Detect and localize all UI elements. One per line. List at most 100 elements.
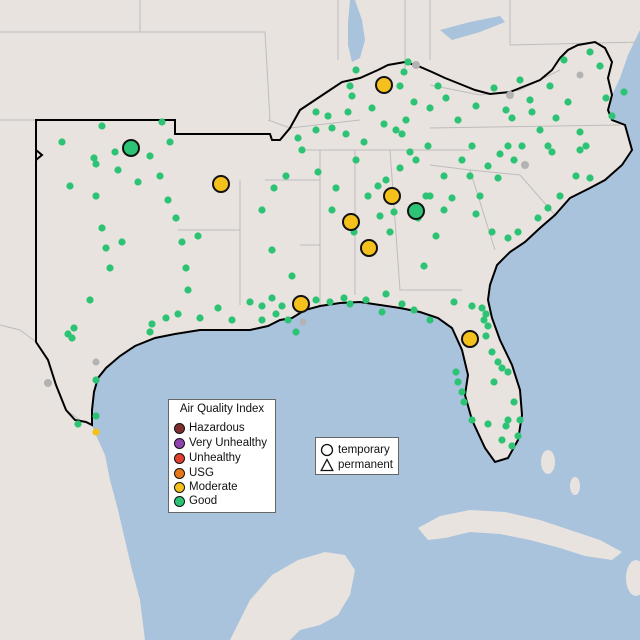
good-monitor-dot[interactable]: [476, 192, 484, 200]
good-monitor-dot[interactable]: [406, 148, 414, 156]
good-monitor-dot[interactable]: [426, 104, 434, 112]
large-monitor-markers[interactable]: [122, 76, 479, 348]
good-monitor-dot[interactable]: [552, 114, 560, 122]
good-monitor-dot[interactable]: [484, 162, 492, 170]
good-monitor-dot[interactable]: [494, 358, 502, 366]
good-monitor-dot[interactable]: [172, 214, 180, 222]
good-monitor-dot[interactable]: [434, 82, 442, 90]
good-monitor-dot[interactable]: [488, 228, 496, 236]
good-monitor-dot[interactable]: [398, 300, 406, 308]
good-monitor-dot[interactable]: [400, 68, 408, 76]
good-monitor-dot[interactable]: [134, 178, 142, 186]
good-monitor-dot[interactable]: [92, 160, 100, 168]
good-monitor-dot[interactable]: [146, 152, 154, 160]
good-monitor-dot[interactable]: [178, 238, 186, 246]
good-monitor-dot[interactable]: [480, 316, 488, 324]
good-monitor-dot[interactable]: [412, 156, 420, 164]
good-monitor-dot[interactable]: [564, 98, 572, 106]
good-monitor-dot[interactable]: [74, 420, 82, 428]
good-monitor-dot[interactable]: [398, 130, 406, 138]
good-monitor-dot[interactable]: [346, 300, 354, 308]
good-monitor-dot[interactable]: [502, 106, 510, 114]
good-monitor-dot[interactable]: [498, 436, 506, 444]
good-monitor-dot[interactable]: [468, 142, 476, 150]
good-monitor-dot[interactable]: [484, 420, 492, 428]
good-monitor-dot[interactable]: [490, 84, 498, 92]
good-monitor-dot[interactable]: [466, 172, 474, 180]
good-monitor-dot[interactable]: [504, 416, 512, 424]
good-monitor-dot[interactable]: [460, 398, 468, 406]
good-monitor-dot[interactable]: [312, 108, 320, 116]
good-monitor-dot[interactable]: [544, 142, 552, 150]
good-monitor-dot[interactable]: [508, 114, 516, 122]
good-monitor-dot[interactable]: [258, 316, 266, 324]
good-monitor-dot[interactable]: [288, 272, 296, 280]
good-monitor-dot[interactable]: [602, 94, 610, 102]
temporary-good-monitor-marker[interactable]: [407, 202, 425, 220]
good-monitor-dot[interactable]: [442, 94, 450, 102]
good-monitor-dot[interactable]: [576, 146, 584, 154]
good-monitor-dot[interactable]: [620, 88, 628, 96]
good-monitor-dot[interactable]: [576, 128, 584, 136]
good-monitor-dot[interactable]: [410, 98, 418, 106]
good-monitor-dot[interactable]: [504, 142, 512, 150]
good-monitor-dot[interactable]: [376, 212, 384, 220]
good-monitor-dot[interactable]: [184, 286, 192, 294]
good-monitor-dot[interactable]: [58, 138, 66, 146]
temporary-moderate-monitor-marker[interactable]: [375, 76, 393, 94]
good-monitor-dot[interactable]: [382, 290, 390, 298]
good-monitor-dot[interactable]: [514, 432, 522, 440]
good-monitor-dot[interactable]: [536, 126, 544, 134]
good-monitor-dot[interactable]: [312, 296, 320, 304]
small-monitor-dots[interactable]: [58, 48, 628, 450]
good-monitor-dot[interactable]: [528, 108, 536, 116]
good-monitor-dot[interactable]: [102, 244, 110, 252]
good-monitor-dot[interactable]: [508, 442, 516, 450]
good-monitor-dot[interactable]: [326, 298, 334, 306]
good-monitor-dot[interactable]: [292, 328, 300, 336]
good-monitor-dot[interactable]: [368, 104, 376, 112]
good-monitor-dot[interactable]: [70, 324, 78, 332]
good-monitor-dot[interactable]: [362, 296, 370, 304]
good-monitor-dot[interactable]: [228, 316, 236, 324]
good-monitor-dot[interactable]: [166, 138, 174, 146]
good-monitor-dot[interactable]: [164, 196, 172, 204]
good-monitor-dot[interactable]: [332, 184, 340, 192]
good-monitor-dot[interactable]: [482, 310, 490, 318]
good-monitor-dot[interactable]: [454, 116, 462, 124]
good-monitor-dot[interactable]: [458, 156, 466, 164]
good-monitor-dot[interactable]: [92, 412, 100, 420]
good-monitor-dot[interactable]: [484, 322, 492, 330]
temporary-moderate-monitor-marker[interactable]: [212, 175, 230, 193]
good-monitor-dot[interactable]: [586, 174, 594, 182]
good-monitor-dot[interactable]: [516, 76, 524, 84]
good-monitor-dot[interactable]: [258, 302, 266, 310]
good-monitor-dot[interactable]: [504, 368, 512, 376]
good-monitor-dot[interactable]: [360, 138, 368, 146]
temporary-moderate-monitor-marker[interactable]: [383, 187, 401, 205]
good-monitor-dot[interactable]: [348, 92, 356, 100]
good-monitor-dot[interactable]: [440, 206, 448, 214]
moderate-monitor-dot[interactable]: [92, 428, 100, 436]
good-monitor-dot[interactable]: [268, 294, 276, 302]
good-monitor-dot[interactable]: [402, 116, 410, 124]
good-monitor-dot[interactable]: [92, 376, 100, 384]
good-monitor-dot[interactable]: [490, 378, 498, 386]
good-monitor-dot[interactable]: [534, 214, 542, 222]
good-monitor-dot[interactable]: [380, 120, 388, 128]
good-monitor-dot[interactable]: [294, 134, 302, 142]
good-monitor-dot[interactable]: [340, 294, 348, 302]
good-monitor-dot[interactable]: [450, 298, 458, 306]
good-monitor-dot[interactable]: [510, 156, 518, 164]
good-monitor-dot[interactable]: [472, 210, 480, 218]
good-monitor-dot[interactable]: [90, 154, 98, 162]
good-monitor-dot[interactable]: [324, 112, 332, 120]
good-monitor-dot[interactable]: [158, 118, 166, 126]
good-monitor-dot[interactable]: [502, 422, 510, 430]
good-monitor-dot[interactable]: [328, 206, 336, 214]
good-monitor-dot[interactable]: [148, 320, 156, 328]
good-monitor-dot[interactable]: [272, 310, 280, 318]
good-monitor-dot[interactable]: [396, 82, 404, 90]
